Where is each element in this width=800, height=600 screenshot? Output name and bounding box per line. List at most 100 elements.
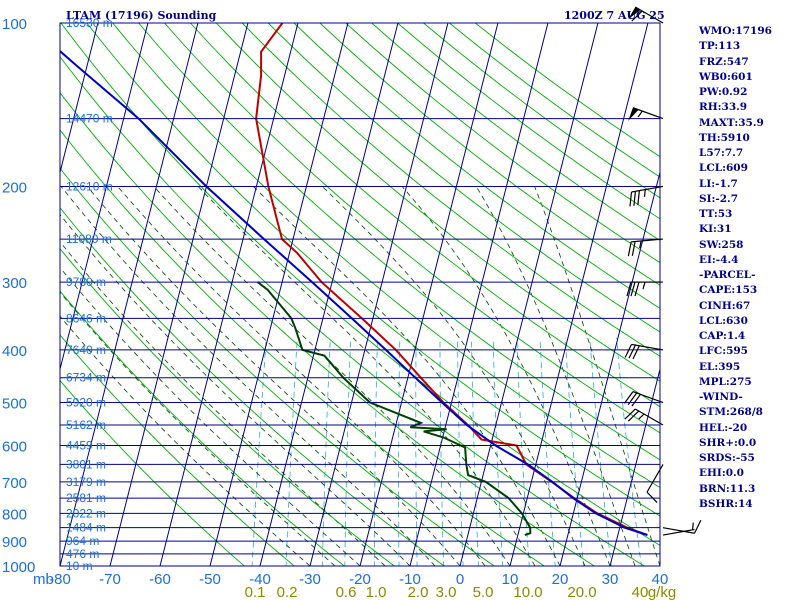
- moist-adiabat-line: [253, 186, 561, 566]
- height-label: 5162 m: [66, 418, 106, 432]
- mixing-ratio-line: [564, 337, 585, 566]
- sounding-time: 1200Z 7 AUG 25: [564, 9, 665, 22]
- index-item: SI:-2.7: [699, 192, 738, 205]
- temperature-tick-label: -80: [49, 571, 71, 588]
- mixing-ratio-line: [251, 337, 267, 566]
- mixing-ratio-line: [616, 337, 642, 566]
- height-label: 7640 m: [66, 343, 106, 357]
- dry-adiabat-line: [190, 23, 660, 408]
- height-label: 10 m: [66, 559, 93, 573]
- index-item: TT:53: [699, 208, 733, 220]
- isotherm-line: [259, 23, 399, 566]
- wind-barb-flag: [631, 10, 643, 22]
- dry-adiabat-line: [60, 23, 660, 546]
- height-label: 5920 m: [66, 396, 106, 410]
- index-item: SW:258: [699, 238, 744, 251]
- moist-adiabat-line: [86, 186, 461, 566]
- mixing-ratio-label: 0.1: [245, 584, 266, 600]
- index-item: MPL:275: [699, 375, 752, 388]
- chart-title: LTAM (17196) Sounding: [66, 9, 217, 22]
- dry-adiabat-line: [138, 23, 660, 461]
- wind-barb-staff: [634, 408, 664, 426]
- plot-frame: [59, 22, 661, 567]
- index-item: -WIND-: [699, 391, 743, 403]
- temperature-tick-label: -40: [249, 571, 271, 588]
- wind-barb-staff: [631, 238, 664, 243]
- index-item: TH:5910: [699, 131, 750, 144]
- parcel-trace: [60, 49, 648, 536]
- pressure-tick-label: 500: [2, 396, 27, 413]
- dry-adiabat-line: [164, 23, 660, 434]
- dry-adiabat-line: [60, 207, 446, 566]
- pressure-tick-label: 1000: [2, 559, 35, 576]
- wind-barb-half-flag: [691, 522, 694, 530]
- dry-adiabat-line: [267, 23, 660, 333]
- mixing-ratio-label: 10.0: [513, 584, 542, 600]
- isotherm-line: [60, 23, 99, 175]
- pressure-tick-label: 600: [2, 439, 27, 456]
- wind-barb: [624, 343, 664, 360]
- moist-adiabat-line: [60, 266, 361, 566]
- isotherm-line: [60, 23, 149, 372]
- moist-adiabat-line: [60, 241, 386, 566]
- wind-barb-flag: [624, 408, 636, 420]
- index-item: PW:0.92: [699, 86, 748, 98]
- isotherm-line: [109, 23, 249, 566]
- mixing-ratio-label: 5.0: [473, 584, 494, 600]
- wind-barb-flag: [631, 393, 641, 407]
- wind-barb-staff: [631, 185, 664, 193]
- plot-area: [60, 23, 660, 566]
- wind-barb-flag: [633, 191, 637, 206]
- height-label: 964 m: [66, 534, 99, 548]
- height-label: 11080 m: [66, 232, 112, 246]
- temperature-trace: [255, 23, 648, 536]
- wind-barb-flag: [632, 345, 640, 360]
- mixing-ratio-label: 20.0: [567, 584, 596, 600]
- height-label: 16530 m: [66, 16, 113, 30]
- mixing-ratio-line: [439, 337, 445, 566]
- wind-barb-flag: [630, 281, 636, 297]
- height-label: 4459 m: [66, 439, 106, 453]
- mixing-ratio-line: [398, 337, 401, 566]
- isotherm-line: [159, 23, 299, 566]
- temperature-tick-label: -10: [399, 571, 421, 588]
- index-item: STM:268/8: [699, 406, 763, 419]
- dry-adiabat-line: [215, 23, 660, 382]
- mixing-ratio-line: [457, 337, 464, 566]
- temperature-tick-label: -50: [199, 571, 221, 588]
- index-item: BRN:11.3: [699, 482, 756, 495]
- pressure-tick-label: 300: [2, 275, 27, 292]
- wind-barb-flag: [627, 241, 632, 257]
- index-item: -PARCEL-: [699, 269, 756, 281]
- index-item: CAPE:153: [699, 284, 758, 297]
- index-item: EL:395: [699, 360, 741, 373]
- dry-adiabat-line: [241, 23, 660, 357]
- dry-adiabat-line: [60, 55, 646, 566]
- height-label: 12610 m: [66, 179, 113, 193]
- wind-barb-flag: [624, 344, 633, 358]
- wind-barb: [662, 519, 702, 534]
- height-label: 3179 m: [66, 475, 106, 489]
- dry-adiabat-line: [293, 23, 660, 309]
- index-item: HEL:-20: [699, 421, 748, 434]
- mixing-ratio-line: [373, 337, 378, 566]
- mixing-ratio-line: [589, 337, 612, 566]
- moist-adiabat-line: [60, 213, 411, 566]
- wind-barb-flag: [627, 392, 638, 406]
- wind-barb-pennant: [628, 107, 639, 121]
- pressure-tick-label: 700: [2, 475, 27, 492]
- wind-barb-half-flag: [639, 240, 642, 249]
- height-label: 14470 m: [66, 112, 113, 126]
- stability-indices-panel: WMO:17196 TP:113 FRZ:547 WB0:601 PW:0.92 RH:3…: [699, 24, 772, 512]
- wind-barb-half-flag: [642, 281, 646, 290]
- wind-barb: [624, 408, 664, 426]
- index-item: LFC:595: [699, 345, 748, 358]
- wind-barb-staff: [662, 527, 695, 534]
- index-item: EI:-4.4: [699, 253, 739, 266]
- temperature-tick-label: -70: [99, 571, 121, 588]
- index-item: CAP:1.4: [699, 330, 746, 342]
- isotherm-line: [559, 170, 660, 566]
- mixing-ratio-label: 1.0: [366, 584, 387, 600]
- pressure-tick-label: 200: [2, 179, 27, 196]
